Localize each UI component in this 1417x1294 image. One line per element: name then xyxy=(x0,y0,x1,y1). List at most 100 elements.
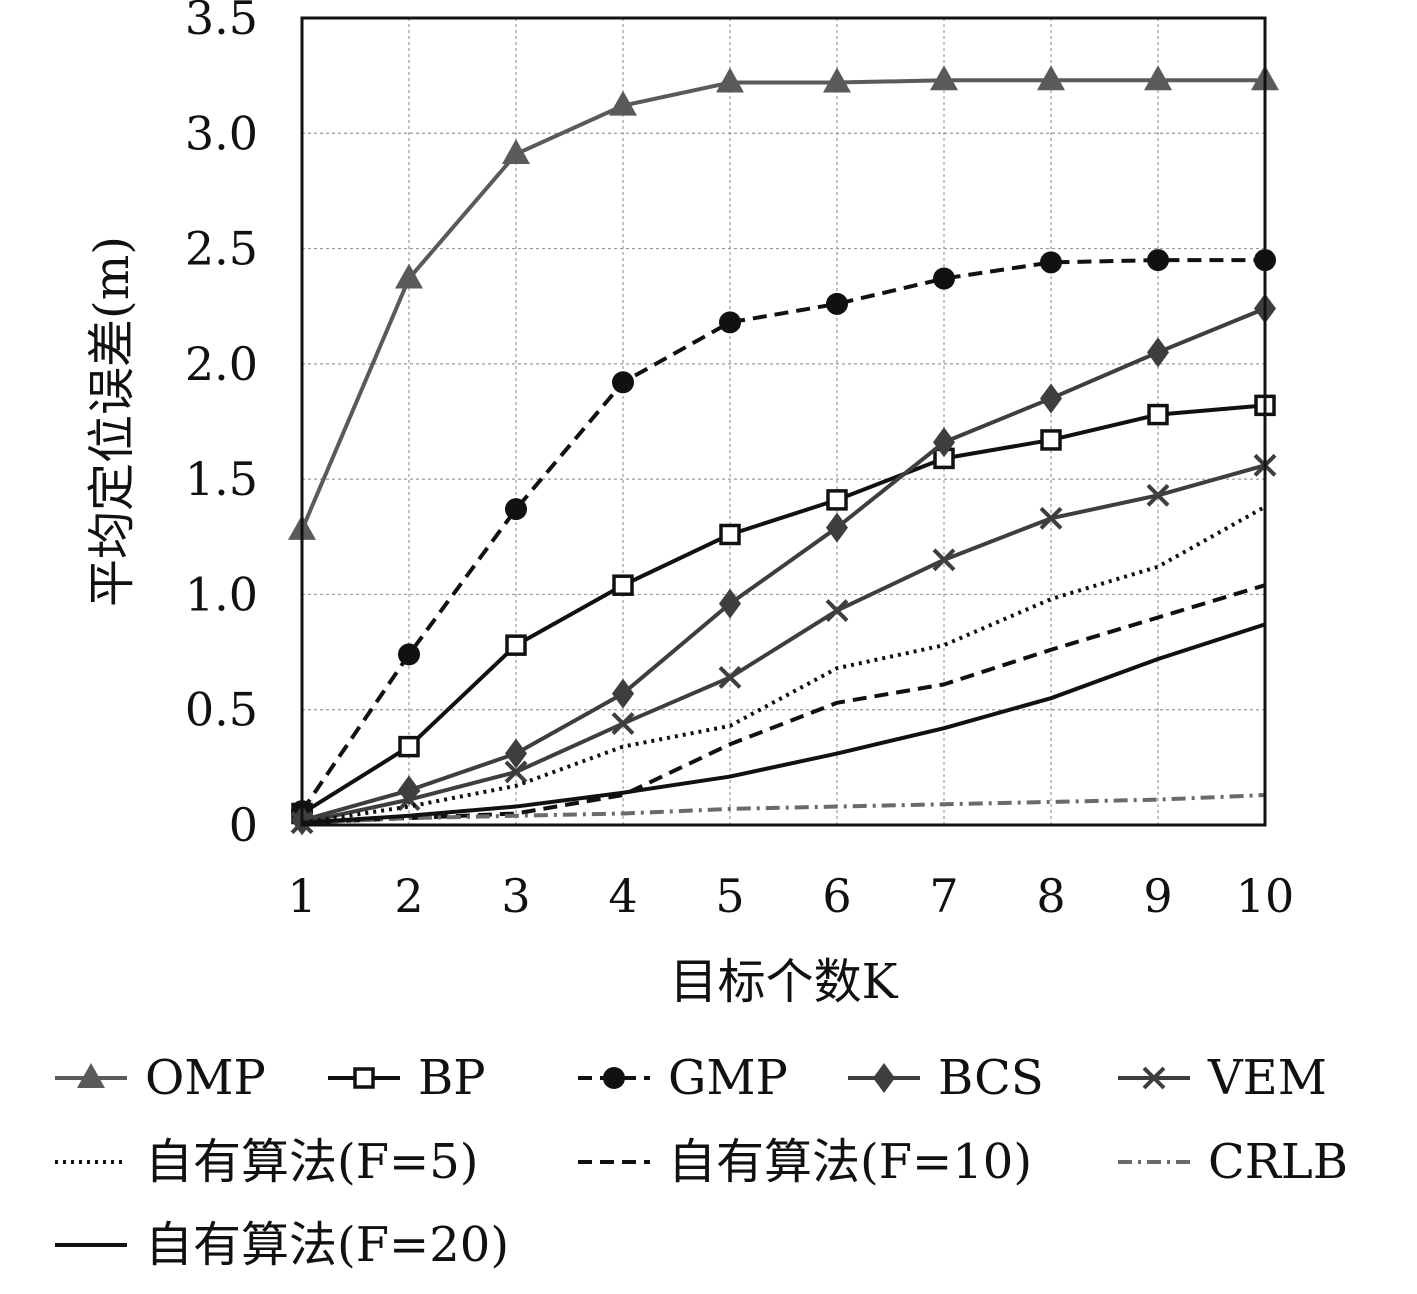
legend-label: VEM xyxy=(1207,1050,1327,1106)
diamond-marker xyxy=(873,1063,895,1093)
x-tick-label: 6 xyxy=(822,869,851,923)
x-marker xyxy=(825,599,849,622)
legend-item: BCS xyxy=(848,1050,1044,1106)
y-tick-label: 2.0 xyxy=(185,337,258,391)
circle-marker xyxy=(719,311,741,334)
legend-label: BP xyxy=(418,1050,486,1106)
square-marker xyxy=(1040,429,1062,451)
triangle-marker xyxy=(930,65,958,91)
diamond-marker xyxy=(505,738,527,769)
legend-item: 自有算法(F=5) xyxy=(55,1134,479,1190)
triangle-marker xyxy=(395,263,423,289)
circle-marker xyxy=(826,292,848,315)
series-BCS xyxy=(291,293,1276,836)
x-tick-label: 5 xyxy=(715,869,744,923)
series-OMP xyxy=(288,65,1279,540)
x-marker xyxy=(932,548,956,572)
square-marker xyxy=(398,735,420,758)
legend-label: 自有算法(F=5) xyxy=(145,1134,479,1190)
y-tick-label: 1.5 xyxy=(185,452,258,506)
x-tick-label: 9 xyxy=(1143,869,1172,923)
circle-marker xyxy=(505,498,527,521)
x-tick-label: 8 xyxy=(1036,869,1065,923)
x-marker xyxy=(718,666,742,689)
legend-item: GMP xyxy=(578,1050,788,1106)
series-line xyxy=(300,78,1265,531)
y-tick-label: 3.0 xyxy=(185,106,258,160)
x-marker xyxy=(1039,506,1063,530)
legend-item: 自有算法(F=10) xyxy=(578,1134,1032,1190)
x-tick-label: 1 xyxy=(287,869,316,923)
diamond-marker xyxy=(1147,337,1169,368)
series-自有算法(F=10) xyxy=(301,583,1266,825)
circle-marker xyxy=(1147,249,1169,272)
series-line xyxy=(301,463,1266,825)
square-marker xyxy=(612,574,634,596)
legend-item: VEM xyxy=(1118,1050,1327,1106)
series-line xyxy=(301,306,1266,823)
x-axis-label: 目标个数K xyxy=(670,954,899,1010)
x-tick-label: 7 xyxy=(929,869,958,923)
y-axis-label: 平均定位误差(m) xyxy=(84,236,140,607)
diamond-marker xyxy=(1040,383,1062,414)
legend-label: GMP xyxy=(668,1050,788,1106)
square-marker xyxy=(826,489,848,511)
series-line xyxy=(300,258,1265,813)
triangle-marker xyxy=(609,90,637,116)
triangle-marker xyxy=(502,139,530,165)
series-layer xyxy=(288,65,1279,836)
legend-item: 自有算法(F=20) xyxy=(55,1217,509,1273)
plot-frame xyxy=(300,16,1267,827)
y-tick-label: 0.5 xyxy=(185,683,258,737)
series-VEM xyxy=(290,453,1277,835)
axis-ticks: 1 2 3 4 5 6 7 8 9 10 0 0.5 1.0 1.5 2.0 2.5 3.0 3.5 xyxy=(185,0,1294,923)
legend-item: OMP xyxy=(55,1050,266,1106)
diamond-marker xyxy=(612,678,634,709)
legend-label: CRLB xyxy=(1208,1134,1348,1190)
circle-marker xyxy=(1040,251,1062,274)
diamond-marker xyxy=(933,427,955,458)
series-自有算法(F=5) xyxy=(301,505,1266,825)
x-tick-label: 4 xyxy=(608,869,637,923)
legend-label: OMP xyxy=(145,1050,266,1106)
x-marker xyxy=(504,760,528,784)
circle-marker xyxy=(933,267,955,290)
square-marker xyxy=(505,634,527,656)
diamond-marker xyxy=(826,512,848,543)
series-line xyxy=(301,505,1266,825)
legend-label: 自有算法(F=10) xyxy=(668,1134,1032,1190)
y-tick-label: 2.5 xyxy=(185,222,258,276)
triangle-marker xyxy=(1144,65,1172,91)
square-marker xyxy=(1147,403,1169,426)
legend-label: BCS xyxy=(938,1050,1044,1106)
legend-item: CRLB xyxy=(1118,1134,1348,1190)
legend: OMP BP GMP BCS VEM 自有算法(F=5) 自有算法(F=10) CRLB 自有算… xyxy=(55,1050,1348,1273)
y-tick-label: 3.5 xyxy=(185,0,258,45)
series-BP xyxy=(291,394,1276,825)
series-line xyxy=(300,403,1266,816)
diamond-marker xyxy=(719,588,741,619)
series-GMP xyxy=(291,249,1276,823)
triangle-marker xyxy=(716,67,744,93)
y-tick-label: 0 xyxy=(229,798,258,852)
x-tick-label: 3 xyxy=(501,869,530,923)
legend-item: BP xyxy=(328,1050,486,1106)
x-marker xyxy=(1142,1066,1166,1090)
square-marker xyxy=(719,523,741,546)
x-marker xyxy=(611,712,635,735)
series-line xyxy=(301,583,1266,825)
square-marker xyxy=(353,1067,375,1089)
triangle-marker xyxy=(1037,65,1065,91)
x-marker xyxy=(1146,483,1170,507)
x-tick-label: 10 xyxy=(1236,869,1295,923)
circle-marker xyxy=(398,643,420,666)
y-tick-label: 1.0 xyxy=(185,567,258,621)
circle-marker xyxy=(603,1067,625,1089)
series-自有算法(F=20) xyxy=(301,622,1266,825)
legend-label: 自有算法(F=20) xyxy=(145,1217,509,1273)
triangle-marker xyxy=(77,1063,105,1088)
x-tick-label: 2 xyxy=(394,869,423,923)
series-line xyxy=(301,622,1266,825)
triangle-marker xyxy=(823,67,851,93)
